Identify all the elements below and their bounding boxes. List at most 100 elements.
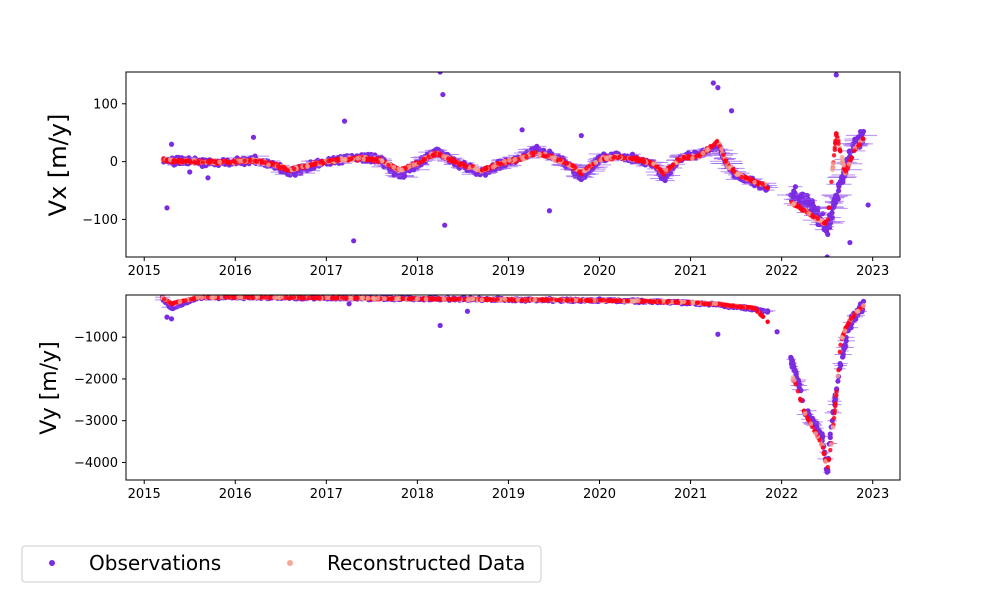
reconstructed-point: [396, 166, 402, 172]
reconstructed-point: [821, 220, 827, 226]
observation-outlier-point: [710, 80, 716, 86]
reconstructed-point: [512, 157, 518, 162]
reconstructed-point: [603, 155, 609, 161]
observation-point: [833, 192, 840, 198]
reconstructed-point: [802, 208, 807, 213]
observation-point: [790, 194, 796, 200]
y-tick-label: −100: [82, 213, 118, 228]
x-tick-label: 2022: [765, 264, 798, 279]
reconstructed-point: [537, 151, 542, 157]
observation-outlier-point: [164, 205, 170, 211]
observation-point: [691, 149, 698, 155]
observation-point: [576, 175, 583, 181]
reconstructed-point: [237, 158, 243, 164]
reconstructed-point: [335, 156, 341, 162]
reconstructed-point: [663, 167, 669, 173]
observation-point: [832, 397, 838, 403]
x-tick-label: 2021: [674, 264, 707, 279]
reconstructed-point: [458, 162, 463, 167]
reconstructed-point: [571, 163, 576, 169]
reconstructed-point: [700, 150, 706, 156]
observation-point: [830, 204, 836, 210]
reconstructed-point: [200, 160, 206, 165]
observation-outlier-point: [440, 91, 446, 98]
reconstructed-point: [403, 166, 408, 171]
reconstructed-point: [832, 147, 837, 153]
reconstructed-point: [426, 154, 431, 159]
reconstructed-point: [440, 153, 446, 159]
observation-outlier-point: [442, 222, 448, 228]
observation-outlier-point: [824, 254, 830, 257]
reconstructed-point: [529, 150, 534, 156]
observation-point: [791, 363, 797, 370]
reconstructed-point: [386, 162, 391, 168]
reconstructed-point: [686, 153, 692, 159]
x-tick-label: 2020: [583, 264, 616, 279]
reconstructed-point: [311, 162, 317, 168]
reconstructed-point: [843, 169, 848, 174]
reconstructed-point: [791, 201, 797, 206]
reconstructed-point: [188, 160, 193, 165]
observation-point: [788, 356, 794, 362]
reconstructed-point: [682, 156, 687, 161]
observation-point: [582, 174, 588, 180]
reconstructed-point: [524, 155, 529, 160]
reconstructed-point: [231, 158, 237, 164]
vx-y-axis: 100 0 −100: [82, 97, 126, 228]
vx-x-axis: 2015 2016 2017 2018 2019 2020 2021 2022 2023: [128, 257, 889, 279]
observation-point: [291, 170, 298, 177]
observation-point: [434, 146, 440, 152]
reconstructed-point: [730, 167, 736, 172]
reconstructed-point: [490, 164, 496, 170]
observation-point: [825, 231, 831, 238]
observation-point: [796, 196, 802, 202]
observation-outlier-point: [847, 239, 853, 246]
reconstructed-point: [714, 138, 720, 144]
reconstructed-point: [765, 186, 771, 191]
reconstructed-point: [252, 158, 258, 164]
reconstructed-point: [815, 216, 821, 221]
reconstructed-point: [305, 164, 310, 169]
vx-panel: 2015 2016 2017 2018 2019 2020 2021 2022 2023 100…: [44, 71, 901, 279]
observation-point: [391, 172, 397, 178]
reconstructed-point: [852, 148, 857, 153]
reconstructed-point: [225, 160, 231, 166]
reconstructed-point: [183, 159, 189, 164]
reconstructed-point: [825, 217, 830, 222]
reconstructed-point: [739, 174, 744, 180]
observation-point: [792, 184, 799, 190]
x-tick-label: 2023: [856, 264, 889, 279]
observation-outlier-point: [728, 108, 735, 114]
reconstructed-point: [593, 160, 599, 165]
observation-outlier-point: [250, 134, 257, 140]
observation-point: [836, 183, 842, 190]
observation-point: [826, 212, 832, 218]
reconstructed-point: [797, 206, 803, 211]
reconstructed-point: [837, 147, 843, 152]
reconstructed-point: [857, 142, 863, 147]
y-tick-label: 0: [110, 155, 118, 170]
observation-outlier-point: [437, 72, 443, 75]
observation-point: [827, 434, 833, 441]
x-tick-label: 2018: [401, 264, 434, 279]
observation-point: [841, 345, 847, 351]
observation-point: [764, 309, 771, 315]
reconstructed-point: [723, 158, 728, 164]
reconstructed-point: [321, 160, 326, 166]
reconstructed-point: [331, 157, 337, 162]
reconstructed-point: [411, 162, 417, 168]
reconstructed-point: [860, 136, 866, 141]
reconstructed-point: [709, 144, 714, 150]
reconstructed-point: [584, 166, 589, 171]
reconstructed-point: [416, 160, 422, 166]
reconstructed-point: [829, 179, 834, 185]
reconstructed-point: [831, 153, 837, 158]
reconstructed-point: [464, 164, 469, 169]
observation-point: [199, 163, 205, 170]
reconstructed-point: [659, 169, 664, 174]
reconstructed-point: [420, 158, 426, 164]
reconstructed-point: [473, 165, 479, 171]
reconstructed-point: [281, 165, 287, 171]
x-tick-label: 2016: [219, 264, 252, 279]
